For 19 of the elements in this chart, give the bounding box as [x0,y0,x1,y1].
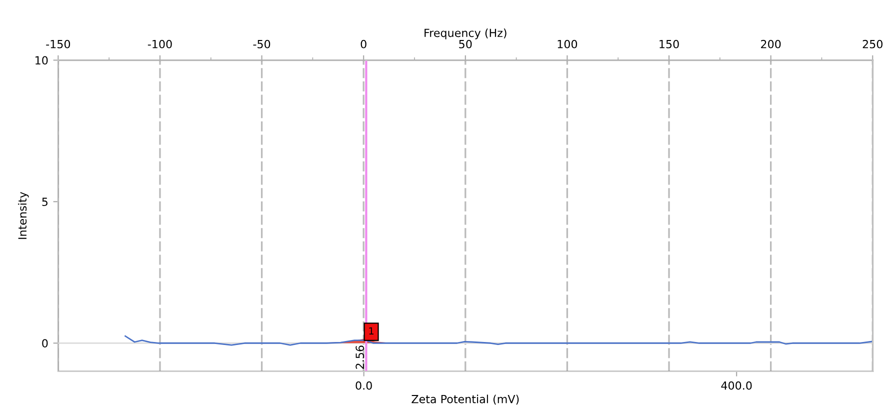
x2-tick-label: -50 [253,40,270,48]
ref-line-label: 2.56 [356,346,364,369]
x-tick-label: 0.0 [356,381,372,390]
x2-tick-label: 200 [761,40,781,48]
x2-tick-label: -150 [46,40,70,48]
x-tick-label: 400.0 [721,381,752,390]
x2-axis-title: Frequency (Hz) [424,28,506,40]
x-axis-title: Zeta Potential (mV) [412,394,519,405]
x2-tick-label: 250 [862,40,882,48]
x2-tick-label: 150 [660,40,679,48]
x2-tick-label: 50 [459,40,472,48]
y-tick-label: 0 [42,339,48,348]
annotation: 1 [369,327,374,334]
x2-tick-label: 0 [360,40,366,48]
x2-tick-label: 100 [558,40,578,48]
y-tick-label: 10 [36,56,48,65]
x2-tick-label: -100 [148,40,172,48]
y-axis-title: Intensity [18,192,29,239]
y-tick-label: 5 [42,198,48,206]
